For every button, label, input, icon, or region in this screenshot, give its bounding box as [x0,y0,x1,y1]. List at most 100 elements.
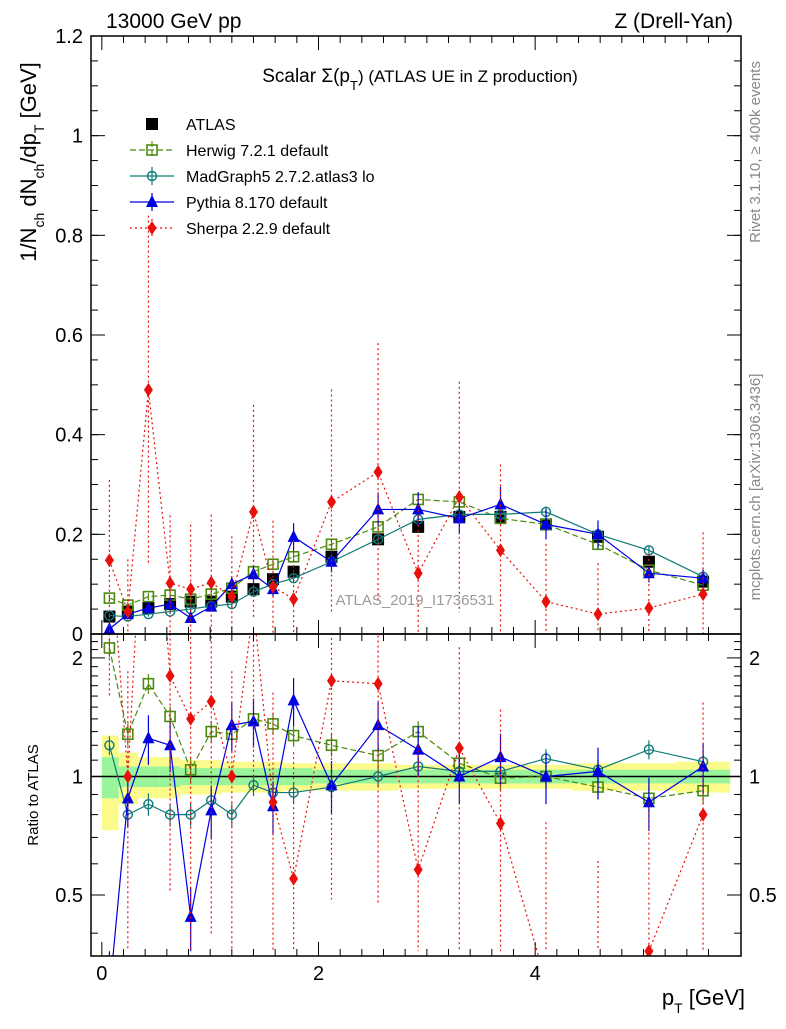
ratio-point-sherpa-2-2-9-default [327,673,336,688]
legend-label-pythia-8-170-default: Pythia 8.170 default [186,195,328,212]
main-y-tick-label: 0.6 [55,325,83,347]
ratio-point-sherpa-2-2-9-default [186,711,196,726]
ratio-point-pythia-8-170-default [205,803,218,816]
title-main: Scalar Σ(p [262,66,350,87]
legend-marker-sherpa-2-2-9-default [147,221,157,235]
tick-labels: 00.20.40.60.811.20 2 40.5 0.51 12 2 [55,26,777,985]
data-point-madgraph5-2-7-2-atlas3-lo [288,572,299,584]
main-y-tick-label: 1.2 [55,26,83,48]
ratio-point-pythia-8-170-default [697,759,710,772]
data-point-sherpa-2-2-9-default [123,604,133,619]
data-point-sherpa-2-2-9-default [206,575,216,590]
ratio-series [103,634,710,999]
main-y-tick-label: 0.8 [55,225,83,247]
ratio-y-tick-label-right: 0.5 [749,885,777,907]
ratio-point-pythia-8-170-default [103,987,115,999]
data-point-herwig-7-2-1-default [267,558,279,571]
analysis-watermark: ATLAS_2019_I1736531 [335,592,494,609]
ratio-point-pythia-8-170-default [372,718,385,731]
data-point-sherpa-2-2-9-default [593,607,603,622]
legend-entry-herwig-7-2-1-default: Herwig 7.2.1 default [130,141,329,160]
ratio-point-sherpa-2-2-9-default [123,769,133,784]
header-left: 13000 GeV pp [106,10,241,33]
green-band-bin [101,757,119,799]
legend-entry-madgraph5-2-7-2-atlas3-lo: MadGraph5 2.7.2.atlas3 lo [130,167,375,186]
ratio-y-tick-label-left: 1 [72,766,83,788]
data-point-pythia-8-170-default [184,611,197,624]
ratio-y-tick-label-left: 0.5 [55,885,83,907]
main-y-tick-label: 0.4 [55,425,83,447]
data-point-sherpa-2-2-9-default [289,592,299,607]
ratio-point-pythia-8-170-default [142,731,155,744]
data-point-pythia-8-170-default [592,527,604,540]
ratio-point-sherpa-2-2-9-default [165,668,175,683]
data-point-pythia-8-170-default [142,601,155,614]
x-tick-label: 2 [313,963,324,985]
ratio-point-madgraph5-2-7-2-atlas3-lo [643,744,655,755]
ratio-line-sherpa-2-2-9-default [116,634,704,956]
data-point-pythia-8-170-default [103,622,116,634]
ratio-point-madgraph5-2-7-2-atlas3-lo [104,740,115,751]
ratio-line-pythia-8-170-default [112,698,704,956]
x-axis-label: pT [GeV] [662,985,745,1016]
main-y-tick-label: 0 [72,624,83,646]
mcplots-credit-label: mcplots.cern.ch [arXiv:1306.3436] [747,374,764,601]
data-point-sherpa-2-2-9-default [454,489,464,504]
ratio-y-tick-label-right: 1 [749,766,760,788]
ratio-y-axis-label: Ratio to ATLAS [25,744,42,845]
rivet-version-label: Rivet 3.1.10, ≥ 400k events [747,61,764,243]
legend-marker-pythia-8-170-default [146,195,158,207]
ratio-series-sherpa-2-2-9-default [108,634,708,989]
data-point-pythia-8-170-default [540,517,552,530]
ratio-point-herwig-7-2-1-default [142,677,155,690]
data-point-sherpa-2-2-9-default [541,594,551,609]
data-point-sherpa-2-2-9-default [268,579,278,594]
ratio-point-sherpa-2-2-9-default [373,676,383,691]
data-point-pythia-8-170-default [494,497,507,510]
data-point-sherpa-2-2-9-default [165,576,175,591]
ratio-frame [90,633,742,957]
main-y-tick-label: 1 [72,126,83,148]
data-point-herwig-7-2-1-default [103,592,116,604]
x-tick-label: 0 [96,963,107,985]
legend-marker-madgraph5-2-7-2-atlas3-lo [146,170,158,182]
ratio-point-sherpa-2-2-9-default [413,862,423,877]
ratio-point-sherpa-2-2-9-default [496,816,505,831]
data-point-sherpa-2-2-9-default [644,601,654,616]
series-line-herwig-7-2-1-default [109,498,704,606]
legend-label-herwig-7-2-1-default: Herwig 7.2.1 default [186,143,329,160]
series-line-sherpa-2-2-9-default [108,389,704,615]
title-sub: T [350,78,358,93]
plot-title: Scalar Σ(pT) (ATLAS UE in Z production) [262,66,578,93]
ratio-point-sherpa-2-2-9-default [542,975,551,989]
title-tail: ) (ATLAS UE in Z production) [358,67,578,86]
data-point-sherpa-2-2-9-default [698,587,708,602]
data-point-herwig-7-2-1-default [325,538,338,551]
series-line-pythia-8-170-default [109,503,704,630]
ratio-point-madgraph5-2-7-2-atlas3-lo [143,799,154,810]
ratio-point-pythia-8-170-default [225,718,238,731]
data-point-sherpa-2-2-9-default [413,566,423,581]
ratio-point-pythia-8-170-default [592,764,604,777]
legend-label-atlas: ATLAS [186,117,236,134]
data-point-sherpa-2-2-9-default [104,553,114,568]
legend-entry-sherpa-2-2-9-default: Sherpa 2.2.9 default [130,219,331,238]
header-right: Z (Drell-Yan) [614,10,733,33]
ratio-point-herwig-7-2-1-default [287,729,300,742]
ratio-point-sherpa-2-2-9-default [698,807,708,822]
axes [90,35,742,957]
data-point-sherpa-2-2-9-default [249,504,258,519]
data-point-sherpa-2-2-9-default [496,543,505,558]
main-series [103,215,710,634]
ratio-point-pythia-8-170-default [184,909,197,922]
data-point-sherpa-2-2-9-default [143,382,153,397]
data-point-pythia-8-170-default [164,597,177,610]
ratio-point-herwig-7-2-1-default [325,739,338,752]
legend-entry-pythia-8-170-default: Pythia 8.170 default [130,193,328,212]
data-point-sherpa-2-2-9-default [186,582,196,597]
legend-marker-atlas [146,118,158,130]
data-point-sherpa-2-2-9-default [327,494,336,509]
ratio-point-pythia-8-170-default [287,693,300,706]
ratio-point-pythia-8-170-default [412,742,425,755]
